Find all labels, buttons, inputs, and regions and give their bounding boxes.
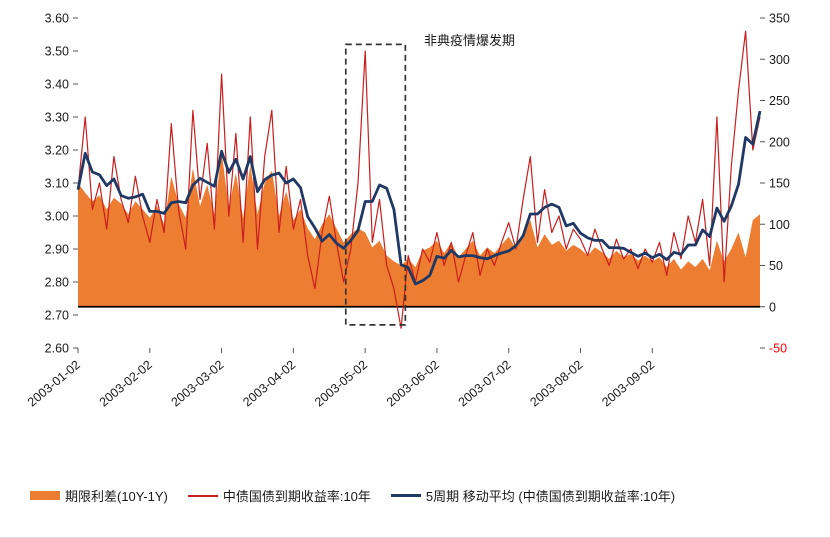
x-axis-label: 2003-09-02 (599, 358, 657, 410)
left-axis-label: 3.20 (45, 144, 69, 158)
left-axis-label: 3.40 (45, 78, 69, 92)
ma-line (76, 110, 762, 286)
yield-line (77, 30, 761, 329)
left-axis-label: 2.90 (45, 243, 69, 257)
left-axis-label: 3.10 (45, 177, 69, 191)
right-axis-label: 150 (769, 177, 790, 191)
left-axis-label: 2.80 (45, 276, 69, 290)
legend-label-spread: 期限利差(10Y-1Y) (65, 489, 168, 504)
x-axis-label: 2003-04-02 (240, 358, 298, 410)
yield-line-swatch (187, 494, 218, 497)
left-axis-label: 3.00 (45, 210, 69, 224)
x-axis-label: 2003-01-02 (25, 358, 83, 410)
combo-chart: 3.60 3.50 3.40 3.30 3.20 3.10 3.00 2.90 2.80 2.70… (25, 12, 790, 410)
x-axis-label: 2003-06-02 (384, 358, 442, 410)
right-axis-label: 350 (769, 12, 790, 26)
x-axis-label: 2003-08-02 (527, 358, 585, 410)
spread-area-swatch (30, 491, 60, 500)
left-axis-label: 3.60 (45, 12, 69, 26)
left-axis-label: 2.70 (45, 309, 69, 323)
right-axis-label: -50 (769, 342, 787, 356)
right-axis-label: 250 (769, 94, 790, 108)
left-axis-label: 3.50 (45, 45, 69, 59)
right-axis-label: 50 (769, 259, 783, 273)
legend-item-yield: 中债国债到期收益率:10年 (187, 486, 371, 505)
spread-area (78, 151, 760, 307)
left-axis-label: 2.60 (45, 342, 69, 356)
chart-legend: 期限利差(10Y-1Y) 中债国债到期收益率:10年 5周期 移动平均 (中债国… (30, 486, 675, 505)
legend-item-spread: 期限利差(10Y-1Y) (30, 486, 168, 505)
x-axis-label: 2003-02-02 (97, 358, 155, 410)
right-axis-label: 0 (769, 300, 776, 314)
x-axis-label: 2003-07-02 (456, 358, 514, 410)
legend-label-ma: 5周期 移动平均 (中债国债到期收益率:10年) (425, 489, 676, 504)
right-axis-label: 300 (769, 53, 790, 67)
right-axis-label: 200 (769, 135, 790, 149)
legend-label-yield: 中债国债到期收益率:10年 (222, 489, 371, 504)
x-axis-label: 2003-03-02 (169, 358, 227, 410)
right-axis-label: 100 (769, 218, 790, 232)
x-axis-label: 2003-05-02 (312, 358, 370, 410)
sars-annotation-label: 非典疫情爆发期 (424, 33, 516, 48)
legend-item-ma: 5周期 移动平均 (中债国债到期收益率:10年) (390, 486, 676, 505)
ma-line-swatch (390, 493, 421, 498)
left-axis-label: 3.30 (45, 111, 69, 125)
